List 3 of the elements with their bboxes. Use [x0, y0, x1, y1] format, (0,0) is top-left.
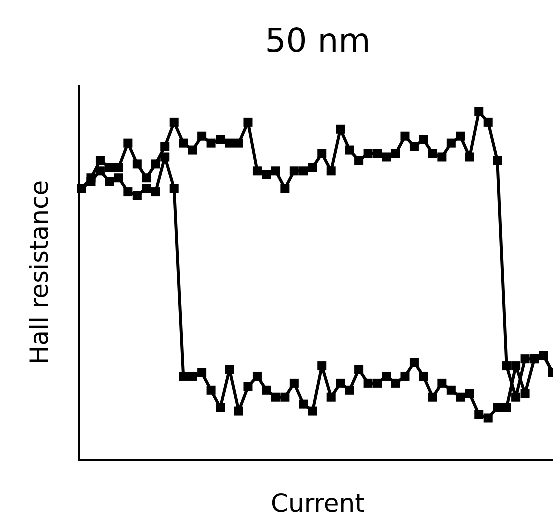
chart-title: 50 nm	[265, 21, 371, 60]
y-axis-title: Hall resistance	[25, 180, 54, 365]
x-axis-title: Current	[271, 489, 366, 518]
